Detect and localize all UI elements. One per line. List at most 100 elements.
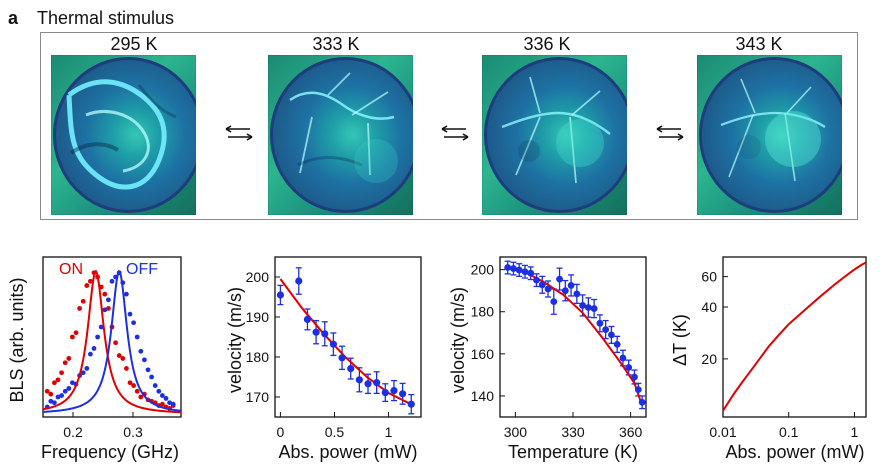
chart-b-off-point-2 xyxy=(52,400,57,406)
chart-b-on-point-0 xyxy=(44,388,50,394)
chart-c-ytick-label-0: 170 xyxy=(246,389,270,405)
chart-e-delta-t-line xyxy=(722,261,867,412)
chart-e-ytick-label-1: 40 xyxy=(701,299,717,315)
chart-d-point-22 xyxy=(631,373,638,381)
chart-b-on-point-16 xyxy=(102,291,108,297)
chart-c-point-10 xyxy=(373,379,381,387)
chart-b-on-point-23 xyxy=(127,380,133,386)
chart-b-on-point-26 xyxy=(138,394,144,400)
chart-b-on-point-1 xyxy=(48,391,54,397)
chart-c-point-4 xyxy=(321,330,329,338)
chart-b-on-point-20 xyxy=(116,353,122,358)
chart-c-ytick-label-3: 200 xyxy=(246,269,270,285)
chart-d-ylabel: velocity (m/s) xyxy=(448,287,468,393)
chart-d-point-18 xyxy=(608,331,615,339)
chart-b-on-point-17 xyxy=(106,306,111,311)
chart-c-point-6 xyxy=(338,354,346,362)
chart-d: 300 330 360 140 160 180 200 Temperature (K) v… xyxy=(442,232,664,467)
photo-343k xyxy=(697,55,842,215)
chart-d-point-23 xyxy=(634,386,642,394)
chart-d-point-7 xyxy=(544,285,552,293)
chart-b-on-point-24 xyxy=(131,383,137,388)
chart-e-xtick-label-0: 0.01 xyxy=(709,424,736,440)
chart-b-off-point-24 xyxy=(131,320,137,326)
chart-d-point-11 xyxy=(567,282,575,289)
chart-d-point-0 xyxy=(504,264,512,271)
chart-d-xtick-label-1: 330 xyxy=(561,424,585,440)
chart-d-point-2 xyxy=(515,266,523,274)
chart-d-xtick-label-0: 300 xyxy=(504,424,528,440)
chart-d-point-4 xyxy=(527,269,535,277)
chart-d-point-9 xyxy=(556,275,563,283)
chart-b-off-point-33 xyxy=(163,396,169,401)
chart-e-ytick-label-2: 60 xyxy=(701,269,717,285)
reversible-arrows-icon-1 xyxy=(222,120,256,146)
chart-b-off-point-32 xyxy=(160,393,165,398)
chart-e: 0.01 0.1 1 20 40 60 Abs. power (mW) ΔT (K) xyxy=(664,232,882,467)
chart-b-off-point-17 xyxy=(106,297,111,303)
chart-c-xtick-label-0: 0 xyxy=(277,424,285,440)
panel-letter-a: a xyxy=(8,8,19,28)
chart-c-point-14 xyxy=(407,400,415,408)
chart-d-ytick-label-2: 180 xyxy=(471,304,495,320)
chart-c-xtick-label-2: 1 xyxy=(385,424,393,440)
photo-295k xyxy=(51,55,196,215)
chart-b-off-point-18 xyxy=(109,278,115,284)
chart-d-point-24 xyxy=(638,398,646,406)
photo-label-3: 336 K xyxy=(523,34,571,54)
chart-b-on-point-3 xyxy=(55,377,61,383)
chart-b-off-point-7 xyxy=(70,380,75,386)
chart-d-xlabel: Temperature (K) xyxy=(508,442,638,462)
chart-c-point-5 xyxy=(329,340,337,348)
chart-b-xtick-label-1: 0.3 xyxy=(123,424,143,440)
photo-label-2: 333 K xyxy=(312,34,360,54)
chart-c-ytick-label-1: 180 xyxy=(246,349,270,365)
chart-b-on-point-8 xyxy=(73,330,79,336)
chart-b-on-point-19 xyxy=(113,340,118,346)
chart-b-on-point-12 xyxy=(88,278,93,284)
chart-c-ylabel: velocity (m/s) xyxy=(225,287,245,393)
chart-b-off-point-12 xyxy=(88,351,93,357)
chart-b-on-point-9 xyxy=(77,306,82,311)
chart-b-off-point-26 xyxy=(138,348,144,354)
chart-b-on-point-2 xyxy=(52,380,57,386)
chart-d-point-16 xyxy=(596,319,604,327)
series-label-off: OFF xyxy=(126,261,158,278)
chart-b-off-point-3 xyxy=(55,394,61,400)
chart-b-off-point-34 xyxy=(167,400,173,406)
chart-d-point-19 xyxy=(613,340,621,348)
chart-d-xtick-label-2: 360 xyxy=(619,424,643,440)
chart-d-point-12 xyxy=(573,290,581,298)
chart-b-on-point-7 xyxy=(70,334,75,340)
chart-b-on-point-11 xyxy=(84,283,90,288)
chart-b-on-point-32 xyxy=(160,401,165,407)
chart-e-svg: 0.01 0.1 1 20 40 60 Abs. power (mW) ΔT (K) xyxy=(670,256,867,462)
chart-c-xtick-label-1: 0.5 xyxy=(325,424,345,440)
chart-b-on-point-10 xyxy=(80,298,86,304)
chart-d-ytick-label-0: 140 xyxy=(471,388,495,404)
chart-c-point-2 xyxy=(303,315,312,323)
chart-b-off-point-16 xyxy=(102,307,108,313)
chart-d-point-3 xyxy=(521,268,529,276)
reversible-arrows-icon-3 xyxy=(653,120,687,146)
chart-c-svg: 0 0.5 1 170 180 190 200 Abs. power (mW) veloc… xyxy=(225,256,422,462)
chart-b-off-point-13 xyxy=(91,346,97,351)
chart-c-point-7 xyxy=(347,365,355,373)
photo-336k xyxy=(482,55,627,215)
chart-d-point-20 xyxy=(619,354,627,362)
chart-b-off-point-35 xyxy=(170,401,176,407)
chart-c-frame xyxy=(274,256,422,418)
chart-d-svg: 300 330 360 140 160 180 200 Temperature (K) v… xyxy=(448,256,647,462)
chart-e-xtick-label-2: 1 xyxy=(851,424,859,440)
chart-c-point-13 xyxy=(399,390,407,398)
chart-c-point-3 xyxy=(312,328,320,336)
photo-label-1: 295 K xyxy=(110,34,158,54)
chart-b-off-point-29 xyxy=(149,374,155,380)
chart-b-on-point-25 xyxy=(134,388,140,394)
chart-b-off-point-22 xyxy=(124,291,129,297)
chart-b-off-point-5 xyxy=(62,388,68,394)
chart-c-point-0 xyxy=(276,291,285,299)
chart-b-off-point-30 xyxy=(152,383,158,388)
chart-c-point-8 xyxy=(355,376,363,384)
